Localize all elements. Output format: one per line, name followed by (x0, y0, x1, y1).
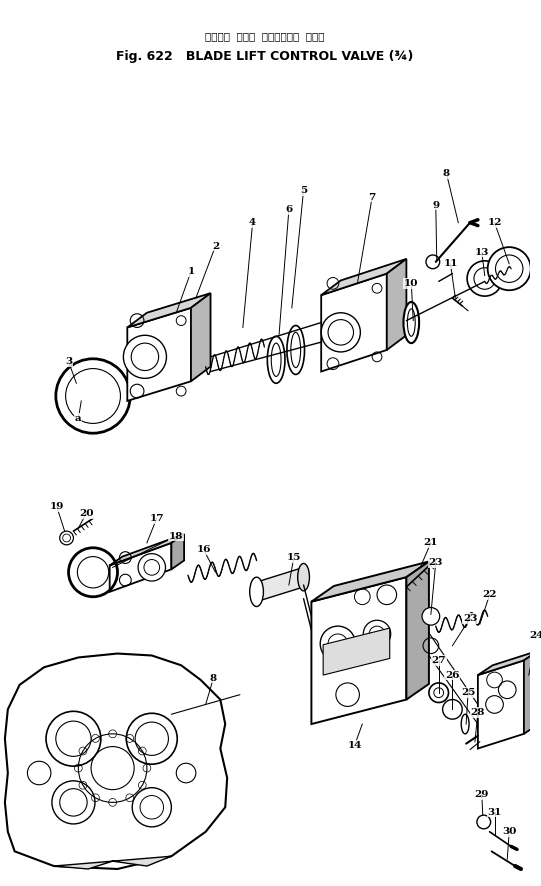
Polygon shape (191, 293, 210, 381)
Text: 13: 13 (474, 247, 489, 257)
Circle shape (126, 713, 177, 765)
Polygon shape (321, 274, 387, 371)
Text: 9: 9 (432, 200, 439, 210)
Polygon shape (406, 562, 429, 700)
Text: 30: 30 (502, 828, 517, 836)
Text: 18: 18 (169, 532, 183, 540)
Circle shape (364, 620, 391, 648)
Text: 19: 19 (50, 502, 64, 511)
Circle shape (132, 788, 171, 827)
Text: 15: 15 (287, 553, 301, 562)
Circle shape (321, 313, 360, 352)
Polygon shape (312, 562, 429, 602)
Polygon shape (127, 307, 191, 400)
Text: 10: 10 (404, 279, 419, 288)
Circle shape (176, 763, 196, 783)
Text: 6: 6 (285, 206, 293, 214)
Text: 25: 25 (461, 688, 476, 697)
Polygon shape (54, 856, 171, 869)
Polygon shape (110, 534, 184, 565)
Polygon shape (478, 650, 539, 675)
Circle shape (487, 247, 531, 291)
Text: 17: 17 (149, 514, 164, 523)
Circle shape (123, 335, 167, 378)
Text: a: a (75, 414, 82, 423)
Ellipse shape (298, 563, 309, 591)
Text: 24: 24 (530, 632, 541, 641)
Polygon shape (5, 654, 227, 869)
Text: 20: 20 (79, 509, 94, 518)
Text: 1: 1 (187, 268, 195, 276)
Text: 8: 8 (443, 169, 450, 178)
Polygon shape (256, 567, 304, 602)
Text: 11: 11 (443, 260, 458, 268)
Polygon shape (127, 293, 210, 328)
Text: 28: 28 (471, 708, 485, 717)
Polygon shape (312, 577, 406, 724)
Polygon shape (387, 259, 406, 350)
Text: 29: 29 (474, 790, 489, 799)
Polygon shape (524, 650, 539, 734)
Circle shape (46, 711, 101, 766)
Ellipse shape (267, 337, 285, 384)
Circle shape (138, 554, 166, 581)
Circle shape (422, 608, 440, 626)
Text: 8: 8 (210, 673, 217, 682)
Circle shape (377, 585, 397, 604)
Text: Fig. 622   BLADE LIFT CONTROL VALVE (¾): Fig. 622 BLADE LIFT CONTROL VALVE (¾) (116, 51, 413, 63)
Circle shape (336, 683, 359, 706)
Ellipse shape (461, 714, 469, 734)
Text: 4: 4 (249, 218, 256, 227)
Text: 14: 14 (347, 741, 362, 750)
Text: 22: 22 (483, 590, 497, 599)
Text: ブレード  リフト  コントロール  バルブ: ブレード リフト コントロール バルブ (204, 31, 324, 41)
Text: 31: 31 (487, 808, 502, 817)
Polygon shape (171, 534, 184, 570)
Polygon shape (323, 628, 390, 675)
Text: 21: 21 (424, 539, 438, 548)
Polygon shape (478, 660, 524, 749)
Text: 16: 16 (196, 545, 211, 555)
Circle shape (320, 626, 355, 661)
Ellipse shape (250, 577, 263, 607)
Text: 27: 27 (432, 656, 446, 664)
Circle shape (52, 781, 95, 824)
Text: 23: 23 (463, 614, 477, 623)
Text: 7: 7 (368, 193, 376, 202)
Circle shape (28, 761, 51, 785)
Ellipse shape (404, 302, 419, 343)
Text: 26: 26 (445, 671, 460, 680)
Ellipse shape (287, 325, 305, 375)
Polygon shape (110, 543, 171, 592)
Text: 23: 23 (428, 558, 443, 567)
Text: 2: 2 (212, 242, 219, 251)
Text: 5: 5 (300, 186, 307, 195)
Polygon shape (321, 259, 406, 295)
Text: 12: 12 (487, 218, 502, 227)
Text: 3: 3 (65, 357, 72, 366)
Circle shape (429, 683, 448, 703)
Circle shape (467, 260, 503, 296)
